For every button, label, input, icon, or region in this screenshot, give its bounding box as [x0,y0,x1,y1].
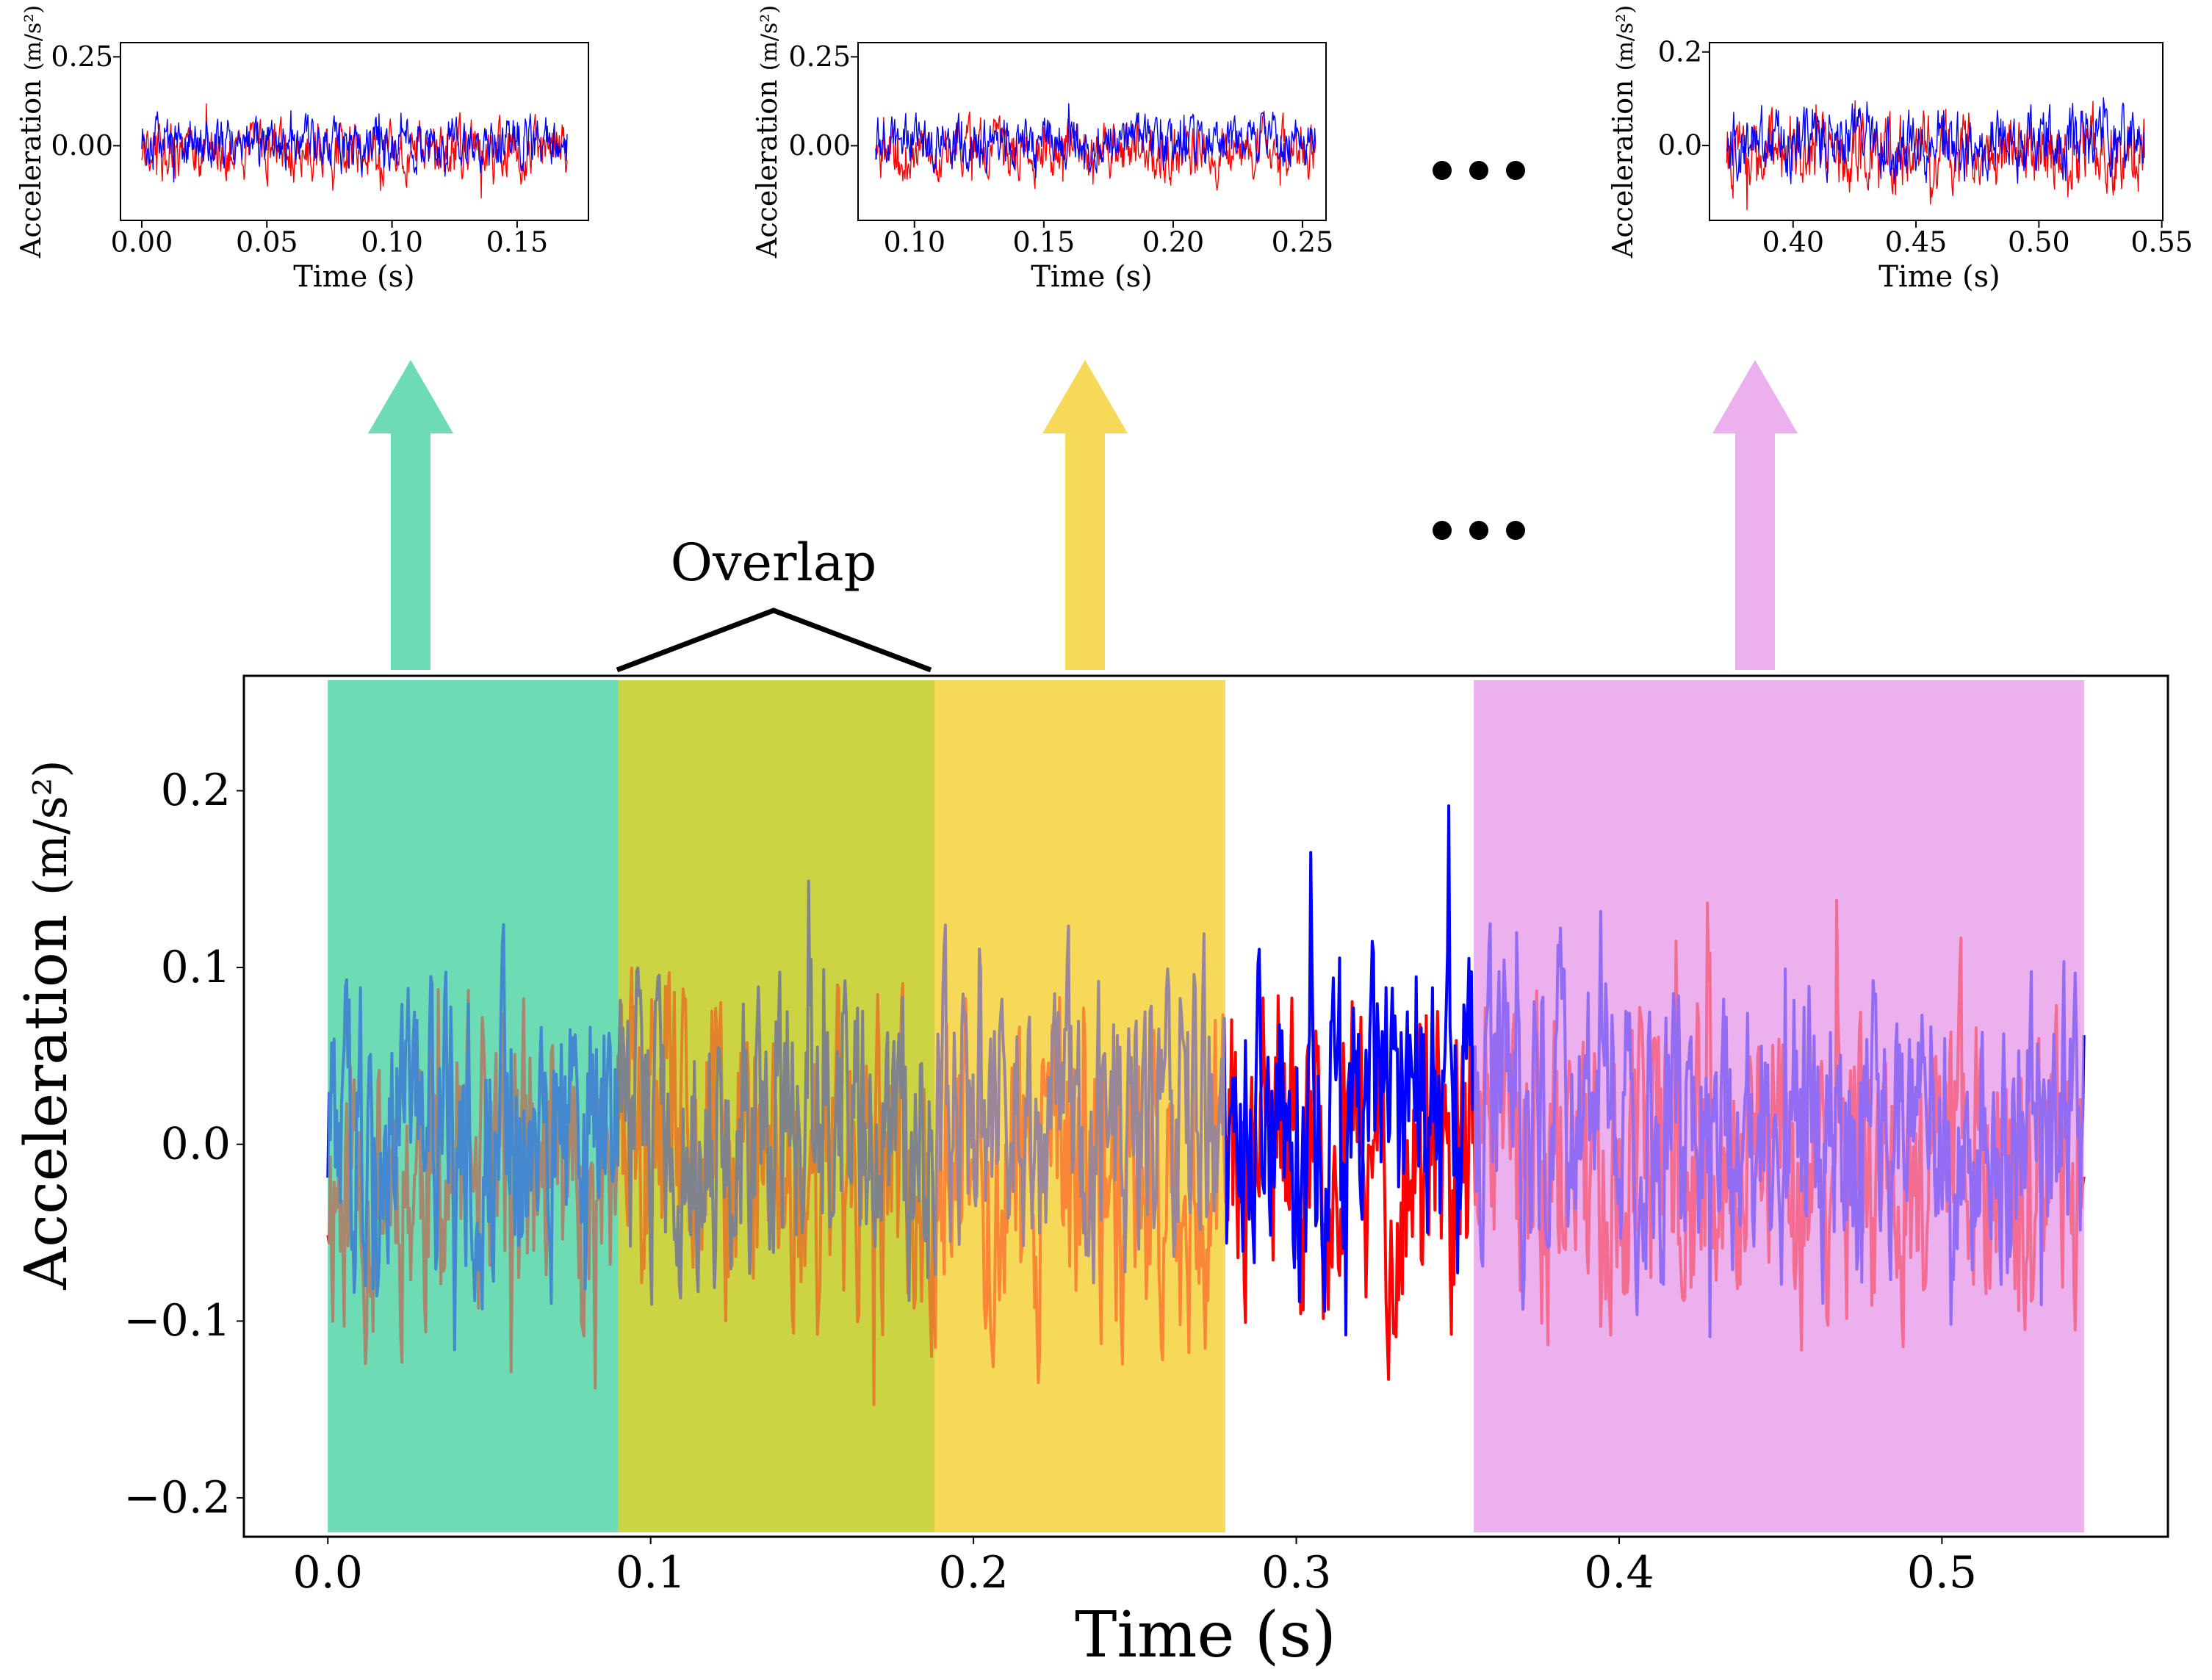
main-ytick-label: 0.0 [161,1119,231,1170]
window-overlap-tint [618,680,935,1532]
ellipsis-top [1433,161,1525,180]
window-1-tint [328,680,619,1532]
ellipsis-middle-dot-3 [1506,521,1525,540]
inset-3-xtick-label: 0.50 [2008,226,2070,258]
inset-3-ylabel-units: (m/s²) [1613,5,1638,71]
inset-3-xtick-label: 0.55 [2130,226,2193,258]
main-ytick-label: −0.2 [123,1472,231,1524]
inset-2-ytick-label: 0.25 [788,40,851,73]
inset-2-xtick-label: 0.25 [1272,226,1334,258]
inset-3-series-red [1726,100,2145,211]
overlap-bracket [616,608,932,673]
arrow-window-1-icon [368,360,453,670]
inset-chart-3: 0.40 0.45 0.50 0.55 0.0 0.2 Time (s) Accelera… [1607,5,2193,294]
inset-1-frame [120,42,589,221]
inset-1-ylabel: Acceleration (m/s²) [15,5,47,259]
ellipsis-middle-dot-1 [1433,521,1452,540]
main-ylabel: Acceleration (m/s²) [12,760,80,1290]
inset-1-xtick-label: 0.15 [486,226,549,258]
inset-2-xtick-label: 0.20 [1142,226,1205,258]
main-chart: 0.0 0.1 0.2 0.3 0.4 0.5 −0.2 −0.1 0.0 0.1 0.2 Time… [12,674,2169,1672]
ellipsis-middle-dot-2 [1469,521,1488,540]
inset-2-xtick-label: 0.15 [1013,226,1076,258]
inset-2-xtick-label: 0.10 [883,226,945,258]
main-frame [242,674,2169,1538]
inset-2-series-blue [875,103,1316,179]
overlap-label: Overlap [671,533,877,593]
main-xtick-label: 0.4 [1584,1547,1654,1598]
inset-2-frame [857,42,1327,221]
ellipsis-text: • • • [1477,602,1481,603]
overlap-annotation: Overlap [616,533,932,673]
inset-3-series-blue [1726,97,2145,184]
main-xtick-label: 0.1 [616,1547,685,1598]
main-xtick-label: 0.5 [1907,1547,1977,1598]
arrow-window-3-icon [1712,360,1798,670]
window-2-tint [934,680,1225,1532]
inset-1-ytick-label: 0.25 [51,40,113,73]
main-ylabel-units: (m/s²) [24,760,77,895]
ellipsis-top-dot-1 [1433,161,1452,180]
inset-3-xtick-label: 0.40 [1762,226,1824,258]
arrow-window-2-icon [1042,360,1128,670]
inset-2-xlabel: Time (s) [1031,260,1153,294]
inset-chart-2: 0.10 0.15 0.20 0.25 0.00 0.25 Time (s) Accele… [751,5,1333,294]
inset-3-ylabel: Acceleration (m/s²) [1607,5,1639,259]
inset-1-xtick-label: 0.05 [236,226,298,258]
inset-2-ylabel-units: (m/s²) [757,5,782,71]
main-xtick-label: 0.2 [938,1547,1008,1598]
ellipsis-top-dot-3 [1506,161,1525,180]
ellipsis-middle [1433,521,1525,540]
inset-1-xtick-label: 0.10 [361,226,423,258]
inset-3-xtick-label: 0.45 [1885,226,1948,258]
main-xtick-label: 0.3 [1261,1547,1331,1598]
window-tint-overlay [328,680,2084,1532]
inset-3-ytick-label: 0.0 [1658,129,1702,162]
main-ytick-label: 0.1 [161,942,231,993]
inset-2-ylabel: Acceleration (m/s²) [751,5,783,259]
main-ytick-label: 0.2 [161,765,231,816]
arrow-up-icon [368,360,1798,670]
inset-chart-1: 0.00 0.05 0.10 0.15 0.00 0.25 Time (s) Accele… [15,5,589,294]
main-xtick-label: 0.0 [293,1547,363,1598]
inset-1-xtick-label: 0.00 [111,226,173,258]
main-ytick-label: −0.1 [123,1295,231,1346]
inset-1-series-blue [141,110,568,183]
inset-2-ytick-label: 0.00 [788,129,851,162]
inset-1-xlabel: Time (s) [293,260,415,294]
inset-1-ytick-label: 0.00 [51,129,113,162]
inset-3-xlabel: Time (s) [1878,260,2000,294]
inset-3-ytick-label: 0.2 [1658,35,1702,68]
window-3-tint [1474,680,2084,1532]
inset-3-frame [1709,42,2164,221]
main-xlabel: Time (s) [1075,1598,1336,1672]
ellipsis-top-dot-2 [1469,161,1488,180]
inset-1-ylabel-units: (m/s²) [21,5,46,71]
